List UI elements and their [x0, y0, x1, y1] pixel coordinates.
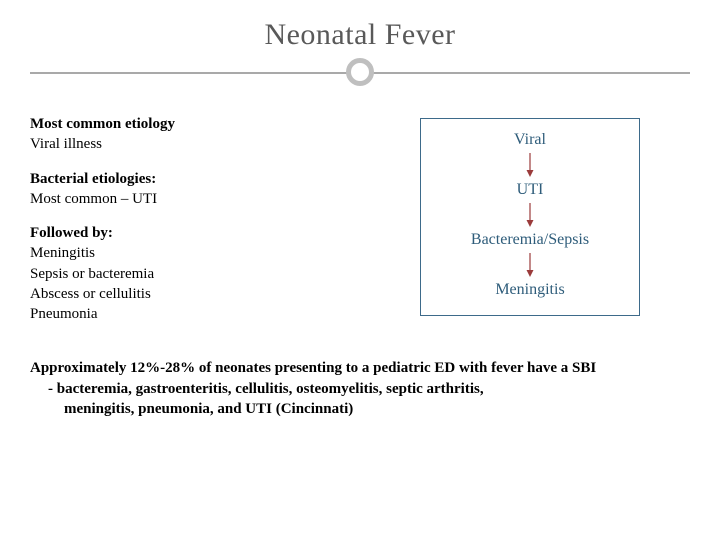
followed-item-3: Abscess or cellulitis	[30, 284, 350, 304]
followed-item-1: Meningitis	[30, 243, 350, 263]
bacterial-heading: Bacterial etiologies:	[30, 171, 156, 187]
footer-line-1: Approximately 12%-28% of neonates presen…	[30, 360, 596, 376]
page-title: Neonatal Fever	[30, 18, 690, 52]
etiology-block: Most common etiology Viral illness	[30, 114, 350, 155]
title-divider	[30, 58, 690, 86]
divider-circle-icon	[346, 58, 374, 86]
right-column: Viral UTI Bacteremia/Sepsis Meningitis	[370, 114, 690, 338]
footer-line-2: - bacteremia, gastroenteritis, celluliti…	[30, 379, 690, 399]
etiology-item: Viral illness	[30, 134, 350, 154]
flow-item-meningitis: Meningitis	[451, 281, 609, 299]
followed-item-4: Pneumonia	[30, 304, 350, 324]
flow-item-viral: Viral	[451, 131, 609, 149]
flow-item-bacteremia: Bacteremia/Sepsis	[451, 231, 609, 249]
followed-heading: Followed by:	[30, 225, 113, 241]
etiology-heading: Most common etiology	[30, 116, 175, 132]
content-row: Most common etiology Viral illness Bacte…	[30, 114, 690, 338]
slide: Neonatal Fever Most common etiology Vira…	[0, 0, 720, 540]
bacterial-item: Most common – UTI	[30, 189, 350, 209]
flow-box: Viral UTI Bacteremia/Sepsis Meningitis	[420, 118, 640, 316]
footer-text: Approximately 12%-28% of neonates presen…	[30, 358, 690, 419]
left-column: Most common etiology Viral illness Bacte…	[30, 114, 350, 338]
arrow-down-icon	[451, 253, 609, 277]
arrow-down-icon	[451, 203, 609, 227]
followed-item-2: Sepsis or bacteremia	[30, 264, 350, 284]
arrow-down-icon	[451, 153, 609, 177]
flow-item-uti: UTI	[451, 181, 609, 199]
followed-block: Followed by: Meningitis Sepsis or bacter…	[30, 223, 350, 324]
title-area: Neonatal Fever	[30, 18, 690, 86]
bacterial-block: Bacterial etiologies: Most common – UTI	[30, 169, 350, 210]
footer-line-3: meningitis, pneumonia, and UTI (Cincinna…	[30, 399, 690, 419]
